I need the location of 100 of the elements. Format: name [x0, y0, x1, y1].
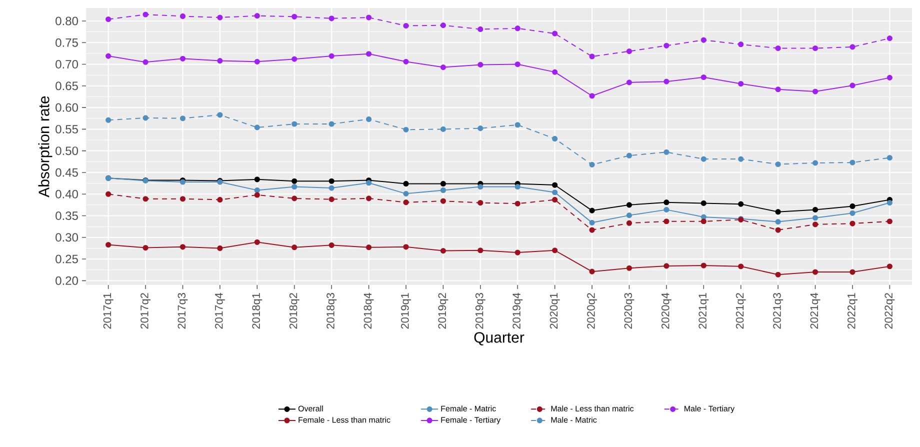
point	[700, 74, 706, 80]
point	[254, 176, 260, 182]
point	[328, 53, 334, 59]
point	[217, 14, 223, 20]
point	[478, 200, 484, 206]
point	[589, 227, 595, 233]
x-tick-label: 2017q2	[140, 293, 151, 329]
x-tick-label: 2021q4	[810, 292, 820, 329]
point	[292, 184, 298, 190]
legend-label: Overall	[298, 406, 323, 412]
point	[626, 265, 632, 271]
point	[552, 190, 558, 196]
y-tick-label: 0.60	[56, 103, 78, 112]
x-tick-label: 2021q3	[773, 293, 784, 329]
point	[366, 116, 372, 122]
point	[775, 219, 781, 225]
y-tick-label: 0.50	[56, 146, 78, 156]
legend-label: Female - Tertiary	[441, 416, 501, 424]
point	[217, 112, 223, 118]
point	[664, 42, 670, 48]
point	[738, 264, 744, 270]
x-tick-label: 2017q1	[103, 293, 114, 329]
y-axis-title: Absorption rate	[38, 96, 52, 198]
point	[700, 37, 706, 43]
point	[403, 200, 409, 206]
point	[142, 244, 148, 251]
point	[514, 61, 520, 68]
point	[700, 200, 706, 206]
point	[589, 54, 595, 60]
point	[478, 26, 484, 32]
point	[850, 160, 856, 166]
point	[812, 269, 818, 275]
point	[254, 192, 260, 198]
y-tick-label: 0.30	[56, 233, 78, 242]
y-tick-label: 0.55	[56, 124, 78, 134]
point	[142, 115, 148, 121]
point	[142, 59, 148, 65]
point	[850, 220, 856, 226]
point	[254, 58, 260, 64]
y-tick-label: 0.65	[56, 82, 78, 90]
x-tick-label: 2018q4	[364, 292, 374, 329]
point	[440, 126, 446, 132]
point	[664, 263, 670, 269]
point	[403, 180, 409, 187]
x-tick-label: 2021q2	[736, 293, 746, 329]
point	[664, 206, 670, 212]
point	[626, 212, 632, 218]
point	[106, 16, 112, 22]
point	[886, 36, 892, 42]
point	[180, 13, 186, 20]
point	[514, 26, 520, 32]
point	[478, 126, 484, 132]
point	[180, 56, 186, 62]
point	[886, 218, 892, 224]
point	[812, 88, 818, 94]
point	[328, 178, 334, 184]
point	[328, 196, 334, 202]
x-tick-label: 2020q2	[587, 293, 597, 329]
point	[478, 184, 484, 190]
x-tick-label: 2020q1	[550, 293, 560, 329]
x-tick-label: 2018q1	[252, 293, 262, 329]
point	[850, 44, 856, 50]
point	[440, 198, 446, 204]
y-tick-label: 0.45	[56, 168, 78, 177]
legend-label: Male - Tertiary	[684, 406, 735, 413]
point	[217, 196, 223, 203]
point	[812, 160, 818, 166]
point	[440, 187, 446, 194]
point	[552, 248, 558, 254]
point	[700, 262, 706, 268]
x-tick-label: 2019q1	[401, 293, 411, 329]
point	[328, 242, 334, 248]
point	[254, 124, 260, 130]
point	[180, 244, 186, 250]
point	[328, 16, 334, 22]
point	[440, 180, 446, 187]
point	[292, 14, 298, 20]
legend-label: Female - Matric	[441, 406, 496, 412]
point	[403, 22, 409, 29]
point	[886, 200, 892, 206]
x-tick-label: 2022q1	[848, 293, 858, 329]
point	[589, 220, 595, 226]
point	[478, 62, 484, 68]
point	[440, 22, 446, 28]
x-tick-label: 2019q3	[475, 293, 486, 329]
x-tick-label: 2020q3	[624, 293, 634, 329]
point	[738, 156, 744, 162]
point	[292, 121, 298, 127]
point	[738, 201, 744, 207]
point	[552, 182, 558, 188]
point	[514, 122, 520, 128]
point	[106, 191, 112, 197]
point	[106, 117, 112, 123]
x-tick-label: 2017q4	[214, 292, 225, 329]
point	[812, 45, 818, 52]
x-tick-label: 2020q4	[661, 292, 672, 329]
point	[552, 30, 558, 36]
point	[552, 136, 558, 142]
point	[700, 218, 706, 224]
point	[775, 86, 781, 92]
